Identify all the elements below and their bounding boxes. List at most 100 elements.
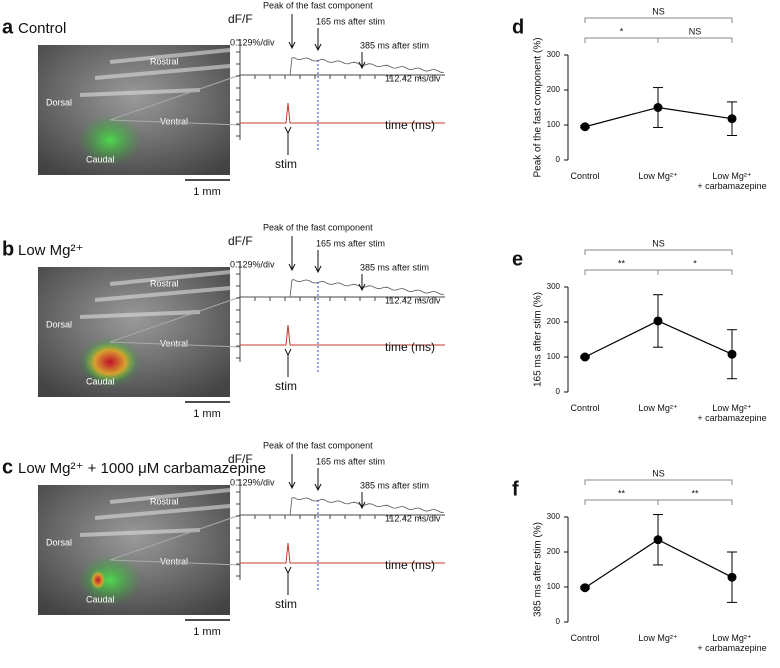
image-streak (109, 48, 231, 64)
trace-ydiv: 0.129%/div (230, 37, 275, 47)
scale-label: 1 mm (193, 408, 221, 420)
image-label: Caudal (86, 376, 115, 386)
connector (109, 341, 241, 348)
activity-green (78, 114, 142, 166)
y-axis-label: Peak of the fast component (%) (533, 37, 544, 177)
significance-label: ** (618, 258, 626, 268)
arrow-head (284, 566, 292, 575)
arrow-head (358, 61, 366, 70)
panel-letter: a (2, 16, 14, 38)
y-tick-label: 300 (547, 512, 561, 521)
y-tick-label: 300 (547, 50, 561, 59)
image-streak (79, 88, 201, 97)
scale-label: 1 mm (193, 626, 221, 638)
panel-letter: c (2, 456, 13, 478)
peak-label: Peak of the fast component (263, 0, 373, 10)
trace-xlabel: time (ms) (385, 558, 435, 572)
df-trace (240, 279, 445, 298)
significance-bracket (584, 17, 733, 23)
significance-label: * (693, 258, 697, 268)
x-tick-label: Low Mg²⁺ + carbamazepine (697, 403, 767, 423)
data-point (653, 535, 663, 545)
activity-green (78, 554, 142, 606)
y-tick-label: 100 (547, 582, 561, 591)
t385-label: 385 ms after stim (360, 262, 429, 272)
df-trace (240, 57, 445, 76)
arrow-head (284, 126, 292, 135)
panel-letter: f (512, 478, 519, 500)
x-tick-label: Low Mg²⁺ (638, 171, 678, 181)
x-tick-label: Low Mg²⁺ (638, 403, 678, 413)
significance-label: NS (652, 238, 665, 248)
trace-ylabel: dF/F (228, 234, 253, 248)
image-streak (109, 270, 231, 286)
significance-bracket (584, 249, 733, 255)
activity-red (84, 342, 136, 382)
image-label: Ventral (160, 556, 188, 566)
y-tick-label: 0 (556, 155, 561, 164)
arrow-head (314, 483, 322, 492)
stim-label: stim (275, 379, 297, 393)
panel-letter: e (512, 248, 523, 270)
arrow-head (358, 283, 366, 292)
panel-title: Control (18, 20, 66, 37)
trace-xdiv: 112.42 ms/div (385, 73, 441, 83)
x-tick-label: Low Mg²⁺ (638, 633, 678, 643)
arrow-head (314, 265, 322, 274)
y-tick-label: 100 (547, 352, 561, 361)
trace-ydiv: 0.129%/div (230, 259, 275, 269)
trace-ydiv: 0.129%/div (230, 477, 275, 487)
arrow-head (288, 41, 296, 50)
connector (109, 514, 241, 561)
image-label: Dorsal (46, 319, 72, 329)
y-axis-label: 165 ms after stim (%) (533, 292, 544, 387)
image-label: Rostral (150, 56, 179, 66)
connector (109, 559, 241, 566)
t165-label: 165 ms after stim (316, 238, 385, 248)
significance-bracket (584, 37, 659, 43)
arrow-head (284, 348, 292, 357)
stim-trace (240, 324, 445, 346)
image-label: Caudal (86, 154, 115, 164)
arrow-head (288, 263, 296, 272)
activity-red (90, 570, 106, 590)
arrow-head (288, 481, 296, 490)
connector (109, 296, 241, 343)
t385-label: 385 ms after stim (360, 480, 429, 490)
connector (109, 74, 241, 121)
trace-xlabel: time (ms) (385, 118, 435, 132)
data-point (580, 583, 590, 593)
y-tick-label: 100 (547, 120, 561, 129)
trace-xdiv: 112.42 ms/div (385, 513, 441, 523)
data-point (727, 572, 737, 582)
y-axis-label: 385 ms after stim (%) (533, 522, 544, 617)
data-point (580, 122, 590, 132)
image-label: Caudal (86, 594, 115, 604)
x-tick-label: Low Mg²⁺ + carbamazepine (697, 171, 767, 191)
arrow-head (358, 501, 366, 510)
y-tick-label: 200 (547, 85, 561, 94)
arrow-head (314, 43, 322, 52)
image-label: Dorsal (46, 97, 72, 107)
t165-label: 165 ms after stim (316, 16, 385, 26)
peak-label: Peak of the fast component (263, 222, 373, 232)
image-label: Rostral (150, 278, 179, 288)
significance-bracket (584, 499, 659, 505)
panel-title: Low Mg²⁺ (18, 242, 83, 259)
image-label: Rostral (150, 496, 179, 506)
x-tick-label: Control (570, 403, 600, 413)
x-tick-label: Control (570, 633, 600, 643)
significance-bracket (657, 269, 733, 275)
df-trace (240, 497, 445, 516)
t385-label: 385 ms after stim (360, 40, 429, 50)
stim-label: stim (275, 157, 297, 171)
scale-label: 1 mm (193, 186, 221, 198)
trace-ylabel: dF/F (228, 12, 253, 26)
trace-ylabel: dF/F (228, 452, 253, 466)
significance-bracket (584, 269, 659, 275)
data-point (653, 316, 663, 326)
trace-xdiv: 112.42 ms/div (385, 295, 441, 305)
data-point (580, 352, 590, 362)
